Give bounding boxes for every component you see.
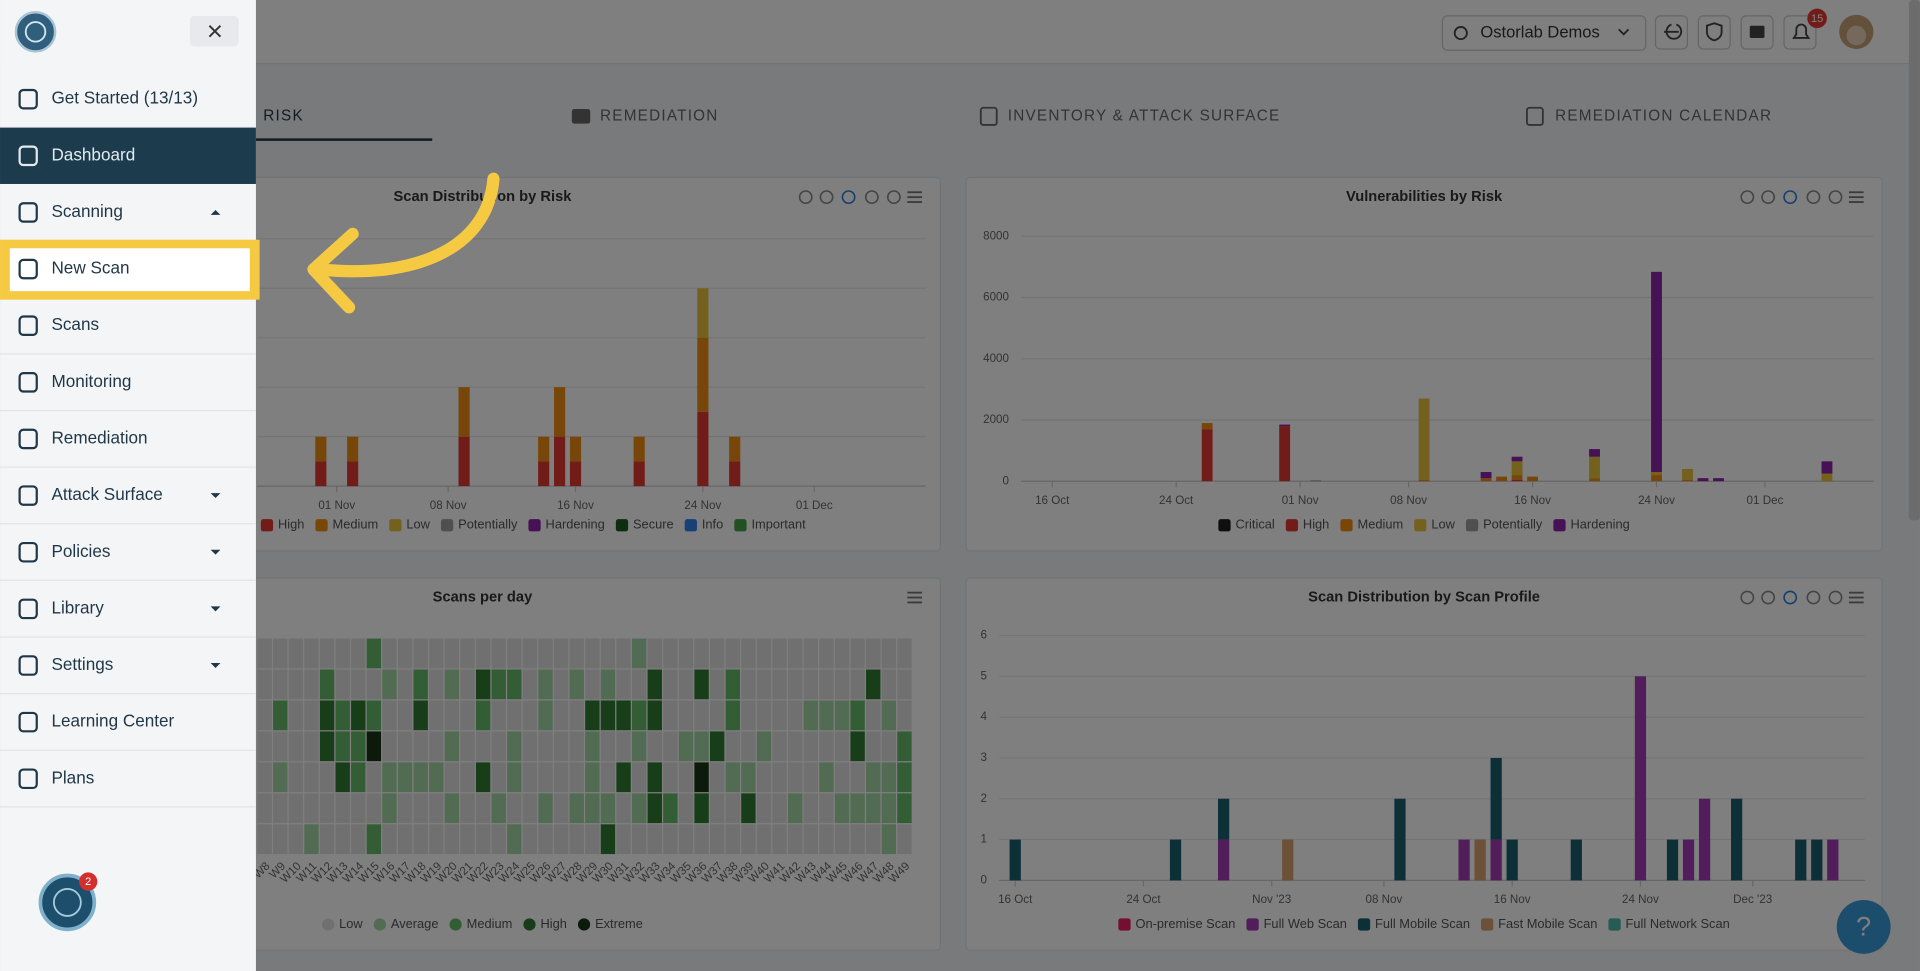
menu-item[interactable]: Remediation <box>51 428 147 448</box>
menu-item[interactable]: Get Started (13/13) <box>51 88 198 108</box>
assistant-logo-inner <box>52 888 82 917</box>
arrow-shaft <box>314 172 500 278</box>
menu-caret <box>210 663 221 668</box>
menu-icon <box>18 711 38 733</box>
menu-caret <box>210 606 221 612</box>
menu-item[interactable]: Library <box>51 597 104 617</box>
menu-icon <box>18 428 38 450</box>
menu-item[interactable]: Learning Center <box>51 711 174 731</box>
highlight-inner <box>9 248 250 292</box>
logo[interactable] <box>14 11 57 53</box>
menu-item[interactable]: Attack Surface <box>51 484 162 504</box>
menu-caret <box>210 549 221 555</box>
menu-icon <box>18 88 38 110</box>
menu-icon <box>18 372 38 393</box>
pointer-arrow <box>307 172 500 314</box>
assistant-badge-count: 2 <box>85 876 91 888</box>
sidebar: Get Started (13/13) Dashboard Scanning New … <box>0 0 260 971</box>
menu-item[interactable]: Dashboard <box>51 144 135 164</box>
sidebar-menu: Get Started (13/13) Dashboard Scanning New … <box>0 88 260 808</box>
menu-icon <box>18 541 38 563</box>
arrow-head <box>307 227 359 314</box>
menu-icon <box>18 598 38 620</box>
menu-item[interactable]: Settings <box>51 654 113 674</box>
active-item-bg <box>0 127 256 184</box>
menu-icon <box>18 202 38 223</box>
menu-caret <box>210 209 221 215</box>
close-icon <box>208 25 222 38</box>
assistant-badge <box>78 872 98 891</box>
menu-icon <box>18 485 38 506</box>
menu-item[interactable]: Policies <box>51 541 110 561</box>
menu-item[interactable]: Scans <box>51 314 99 334</box>
menu-icon <box>18 655 38 676</box>
menu-item[interactable]: Monitoring <box>51 371 131 391</box>
logo-inner <box>24 21 47 43</box>
menu-icon <box>18 145 38 167</box>
menu-icon <box>18 315 38 336</box>
menu-caret <box>210 493 221 499</box>
menu-item[interactable]: Plans <box>51 767 94 787</box>
menu-item[interactable]: Scanning <box>51 201 122 221</box>
menu-icon <box>18 768 38 790</box>
menu-icon <box>18 258 38 280</box>
menu-item[interactable]: New Scan <box>51 258 129 278</box>
assistant-logo[interactable] <box>38 873 97 932</box>
